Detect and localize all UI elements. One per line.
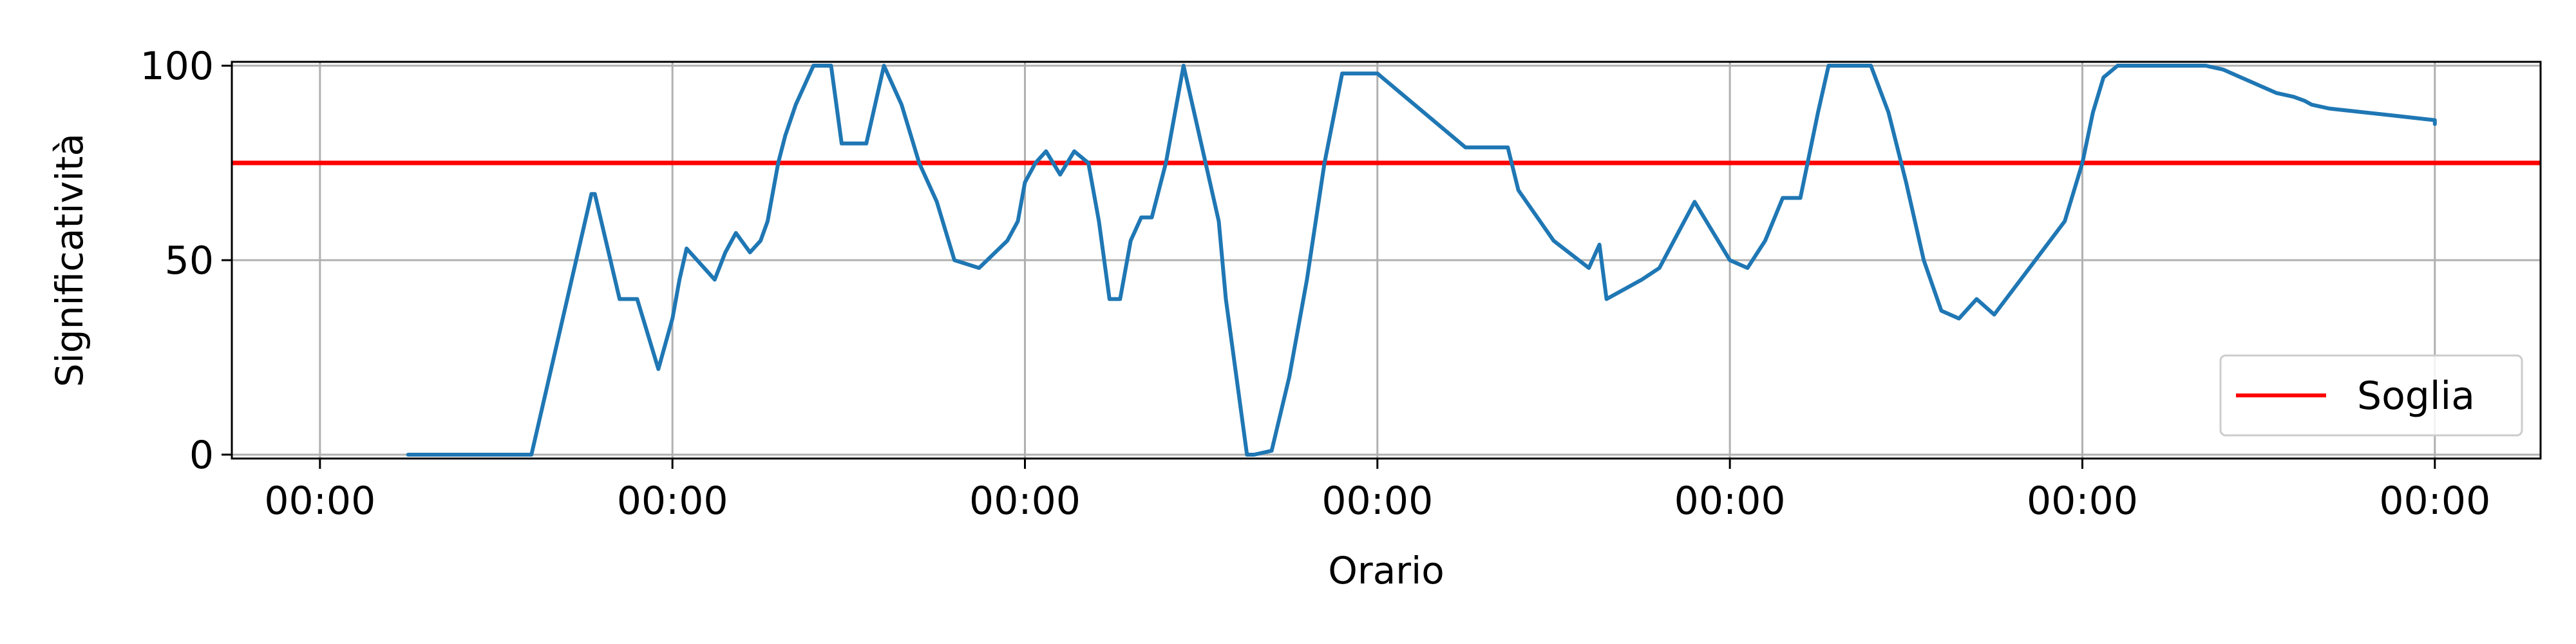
x-axis-label: Orario xyxy=(1328,549,1444,592)
x-tick-label-5: 00:00 xyxy=(2027,478,2138,524)
y-tick-label-0: 0 xyxy=(189,433,214,478)
legend-label-soglia: Soglia xyxy=(2357,374,2475,419)
axis-ticks: 00:00 00:00 00:00 00:00 00:00 00:00 00:00 0 50 10… xyxy=(140,44,2490,524)
x-tick-label-2: 00:00 xyxy=(969,478,1081,524)
legend-box xyxy=(2219,354,2523,437)
y-tick-label-2: 100 xyxy=(140,44,214,89)
series-line-0 xyxy=(406,64,2437,457)
legend: Soglia xyxy=(2219,354,2523,437)
x-tick-label-4: 00:00 xyxy=(1674,478,1786,524)
y-tick-label-1: 50 xyxy=(165,238,214,283)
x-tick-label-1: 00:00 xyxy=(617,478,728,524)
y-axis-label: Significatività xyxy=(48,133,91,387)
series-layer xyxy=(406,64,2437,457)
x-tick-label-0: 00:00 xyxy=(264,478,375,524)
x-tick-label-3: 00:00 xyxy=(1321,478,1433,524)
x-tick-label-6: 00:00 xyxy=(2379,478,2490,524)
